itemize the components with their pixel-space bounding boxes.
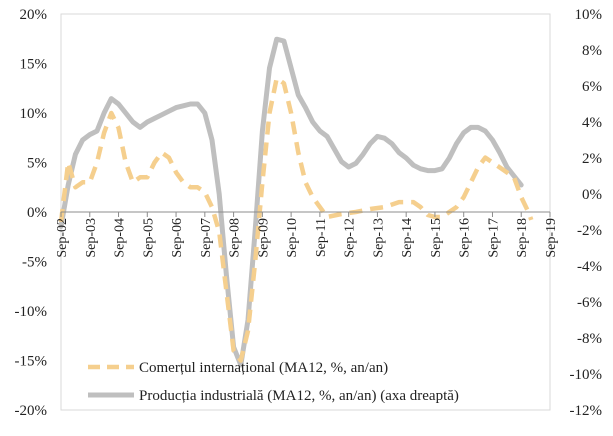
x-tick-label: Sep-13 — [371, 218, 386, 258]
legend: Comerțul internațional (MA12, %, an/an) P… — [88, 360, 459, 404]
y-right-tick-label: 10% — [575, 7, 603, 23]
y-left-tick-label: -15% — [15, 354, 48, 370]
y-right-tick-label: 8% — [582, 43, 602, 59]
y-left-tick-label: -5% — [22, 255, 47, 271]
y-right-tick-label: -8% — [577, 331, 602, 347]
x-tick-label: Sep-17 — [487, 218, 502, 258]
y-right-tick-label: -6% — [577, 295, 602, 311]
x-tick-label: Sep-04 — [113, 218, 128, 258]
x-tick-label: Sep-11 — [314, 218, 329, 257]
y-left-tick-label: -10% — [15, 304, 48, 320]
axis-layer — [60, 211, 551, 217]
y-right-tick-label: 0% — [582, 187, 602, 203]
x-tick-label: Sep-10 — [285, 218, 300, 258]
x-tick-label: Sep-16 — [458, 218, 473, 258]
legend-label: Producția industrială (MA12, %, an/an) (… — [139, 388, 459, 404]
y-left-tick-label: 5% — [27, 156, 47, 172]
y-right-tick-label: -4% — [577, 259, 602, 275]
x-tick-label: Sep-12 — [343, 218, 358, 258]
y-right-tick-label: -2% — [577, 223, 602, 239]
series-line-industrial-production — [58, 36, 524, 368]
tick-labels: Sep-02 Sep-03 Sep-04 Sep-05 Sep-06 Sep-07 Sep-… — [15, 7, 603, 419]
y-left-tick-label: -20% — [15, 403, 48, 419]
x-tick-label: Sep-06 — [170, 218, 185, 258]
series-layer — [58, 36, 534, 368]
y-left-tick-label: 20% — [20, 7, 48, 23]
x-tick-label: Sep-03 — [84, 218, 99, 258]
series-line-international-trade — [58, 76, 534, 363]
y-left-tick-label: 10% — [20, 106, 48, 122]
x-tick-label: Sep-18 — [515, 218, 530, 258]
x-tick-label: Sep-14 — [400, 218, 415, 258]
x-tick-label: Sep-02 — [55, 218, 70, 258]
y-left-tick-label: 15% — [20, 57, 48, 73]
x-tick-label: Sep-09 — [256, 218, 271, 258]
y-right-tick-label: -10% — [570, 367, 603, 383]
y-right-tick-label: 6% — [582, 79, 602, 95]
y-right-tick-label: 4% — [582, 115, 602, 131]
x-tick-label: Sep-08 — [228, 218, 243, 258]
y-left-tick-label: 0% — [27, 205, 47, 221]
x-tick-label: Sep-05 — [141, 218, 156, 258]
x-tick-label: Sep-15 — [429, 218, 444, 258]
y-right-tick-label: -12% — [570, 403, 603, 419]
x-tick-label: Sep-19 — [544, 218, 559, 258]
y-right-tick-label: 2% — [582, 151, 602, 167]
x-tick-label: Sep-07 — [199, 218, 214, 258]
legend-label: Comerțul internațional (MA12, %, an/an) — [139, 360, 388, 376]
